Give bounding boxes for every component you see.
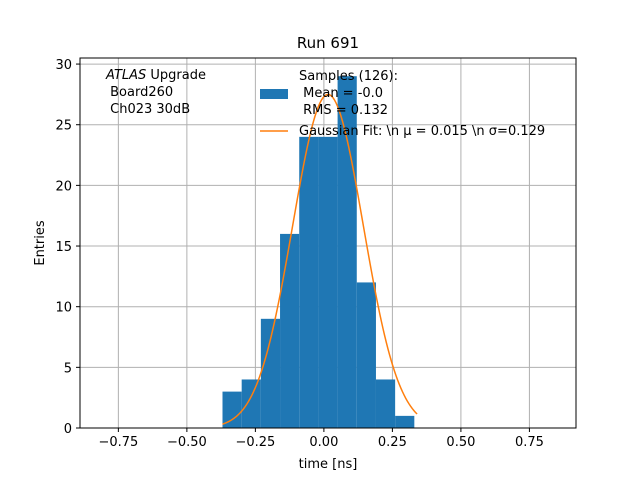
histogram-bar	[375, 379, 396, 428]
x-tick-label: −0.75	[98, 435, 138, 450]
legend: Samples (126): Mean = -0.0 RMS = 0.132 G…	[260, 69, 545, 139]
histogram-bar	[241, 379, 261, 428]
x-tick-label: 0.00	[309, 435, 338, 450]
annotation-upgrade-word: Upgrade	[146, 68, 206, 83]
y-tick-label: 15	[55, 240, 72, 255]
chart-title: Run 691	[297, 34, 359, 52]
annotation-line-3: Ch023 30dB	[106, 102, 190, 117]
histogram-bars	[222, 76, 415, 429]
legend-gaussian-label: Gaussian Fit: \n μ = 0.015 \n σ=0.129	[299, 124, 545, 139]
annotation-line-2: Board260	[106, 85, 173, 100]
y-axis-ticks: 0 5 10 15 20 25 30	[55, 58, 80, 437]
histogram-bar	[222, 391, 242, 428]
x-axis-label: time [ns]	[299, 457, 358, 472]
gaussian-fit-line	[222, 93, 418, 425]
y-tick-label: 30	[55, 58, 72, 73]
annotation-atlas-word: ATLAS	[105, 68, 146, 83]
x-tick-label: −0.25	[235, 435, 275, 450]
x-tick-label: 0.50	[446, 435, 475, 450]
histogram-bar	[299, 136, 319, 428]
histogram-bar	[280, 233, 300, 428]
plot-frame	[79, 57, 577, 429]
legend-patch-samples	[260, 89, 288, 99]
annotation-line-1: ATLAS Upgrade	[105, 68, 206, 83]
x-tick-label: 0.25	[378, 435, 407, 450]
x-tick-label: −0.50	[167, 435, 207, 450]
y-tick-label: 0	[64, 422, 72, 437]
atlas-annotation: ATLAS Upgrade Board260 Ch023 30dB	[105, 68, 206, 117]
histogram-bar	[356, 282, 376, 428]
histogram-bar	[395, 415, 415, 428]
x-axis-ticks: −0.75 −0.50 −0.25 0.00 0.25 0.50 0.75	[98, 428, 544, 450]
gaussian-fit-layer	[222, 93, 418, 425]
y-tick-label: 25	[55, 119, 72, 134]
histogram-bar	[260, 318, 281, 428]
y-tick-label: 10	[55, 301, 72, 316]
y-axis-label: Entries	[33, 220, 48, 266]
legend-samples-line-1: Samples (126):	[299, 69, 398, 84]
legend-samples-line-2: Mean = -0.0	[299, 86, 383, 101]
x-tick-label: 0.75	[515, 435, 544, 450]
y-tick-label: 20	[55, 179, 72, 194]
y-tick-label: 5	[64, 361, 72, 376]
legend-samples-line-3: RMS = 0.132	[299, 103, 388, 118]
histogram-bar	[318, 136, 338, 428]
